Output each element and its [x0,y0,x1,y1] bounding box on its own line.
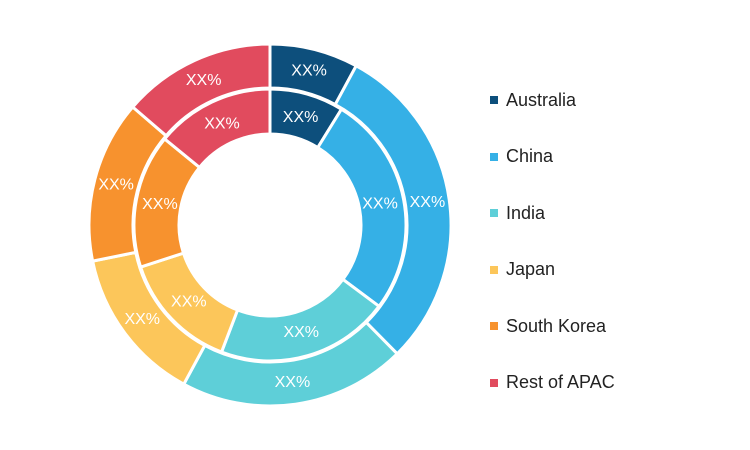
legend-item-japan: Japan [490,242,615,299]
legend-swatch-india [490,209,498,218]
legend-item-china: China [490,129,615,186]
outer-slice-label-japan: XX% [124,311,160,328]
legend-item-india: India [490,185,615,242]
legend-label-south-korea: South Korea [506,315,607,336]
legend-label-china: China [506,146,554,167]
inner-slice-china [315,107,408,309]
legend-swatch-south-korea [490,322,498,331]
inner-slice-label-india: XX% [283,324,319,341]
legend-swatch-rest-of-apac [490,378,498,387]
legend-swatch-australia [490,96,498,105]
legend-label-rest-of-apac: Rest of APAC [506,372,615,393]
chart-legend: Australia China India Japan South Korea Rest … [490,72,615,411]
outer-slice-label-rest-of-apac: XX% [186,72,222,89]
inner-slice-label-australia: XX% [283,109,319,126]
outer-slice-label-australia: XX% [291,62,327,79]
inner-slice-label-china: XX% [362,196,398,213]
inner-slice-rest-of-apac [162,87,272,170]
inner-slice-label-south-korea: XX% [142,196,178,213]
inner-slice-label-japan: XX% [171,294,207,311]
legend-label-india: India [506,202,546,223]
outer-slice-label-india: XX% [275,374,311,391]
legend-label-australia: Australia [506,89,577,110]
legend-item-australia: Australia [490,72,615,129]
legend-swatch-japan [490,265,498,274]
legend-item-rest-of-apac: Rest of APAC [490,355,615,412]
inner-slice-label-rest-of-apac: XX% [204,115,240,132]
legend-item-south-korea: South Korea [490,298,615,355]
legend-swatch-china [490,152,498,161]
legend-label-japan: Japan [506,259,556,280]
outer-slice-label-china: XX% [410,194,446,211]
outer-slice-label-south-korea: XX% [98,176,134,193]
